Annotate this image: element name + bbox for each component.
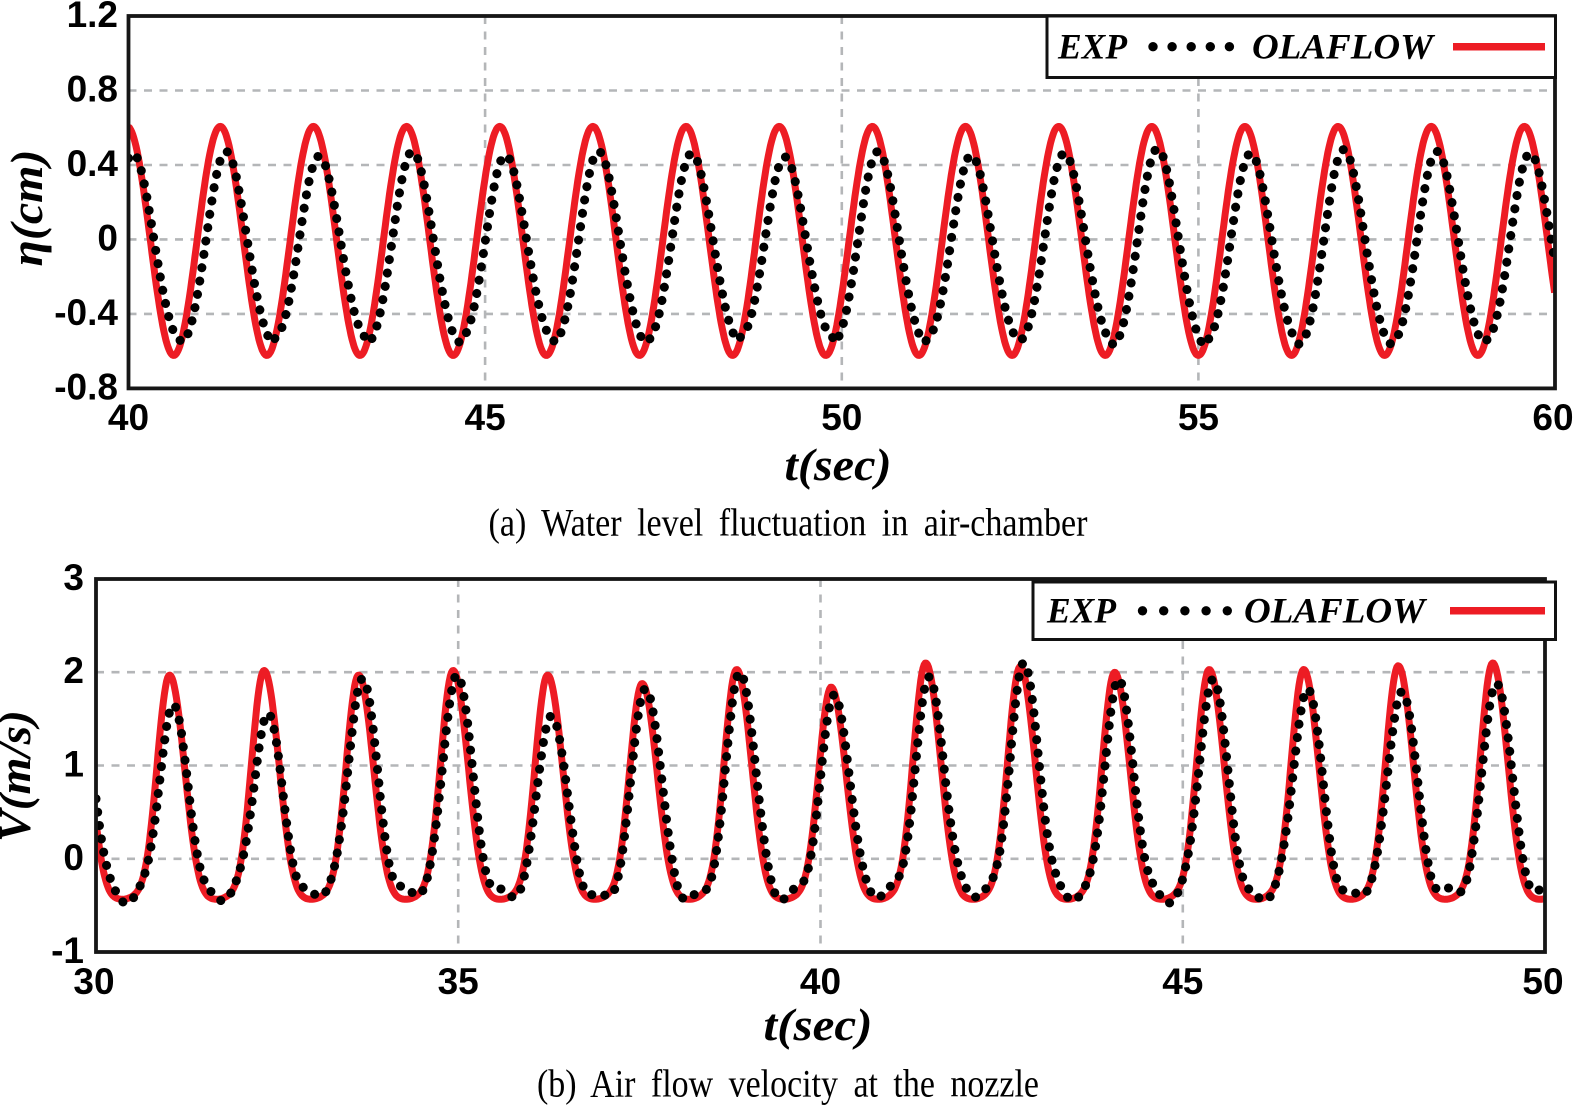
svg-text:40: 40	[108, 397, 149, 438]
svg-text:40: 40	[800, 961, 841, 1002]
svg-text:-0.8: -0.8	[54, 366, 118, 407]
svg-text:35: 35	[438, 961, 479, 1002]
svg-text:V(m/s): V(m/s)	[0, 710, 40, 842]
svg-text:-0.4: -0.4	[54, 292, 118, 333]
svg-text:1.2: 1.2	[67, 0, 118, 35]
svg-text:1: 1	[63, 744, 84, 785]
svg-text:0: 0	[63, 837, 84, 878]
svg-text:3: 3	[63, 557, 84, 598]
svg-text:30: 30	[73, 961, 114, 1002]
svg-text:EXP: EXP	[1057, 27, 1128, 67]
svg-text:45: 45	[465, 397, 506, 438]
svg-text:(a) Water level fluctuation in: (a) Water level fluctuation in air-chamb…	[489, 502, 1088, 545]
svg-text:50: 50	[1522, 961, 1563, 1002]
svg-text:OLAFLOW: OLAFLOW	[1252, 27, 1436, 67]
svg-text:0.4: 0.4	[67, 143, 119, 184]
svg-text:55: 55	[1178, 397, 1219, 438]
svg-text:0: 0	[97, 217, 118, 258]
svg-text:50: 50	[821, 397, 862, 438]
svg-text:-1: -1	[51, 930, 84, 971]
svg-text:η(cm): η(cm)	[2, 150, 52, 267]
svg-text:t(sec): t(sec)	[785, 440, 892, 490]
svg-text:OLAFLOW: OLAFLOW	[1244, 591, 1428, 631]
svg-text:2: 2	[63, 650, 84, 691]
svg-text:t(sec): t(sec)	[764, 1000, 873, 1050]
svg-text:EXP: EXP	[1046, 591, 1117, 631]
svg-text:(b) Air flow velocity at the n: (b) Air flow velocity at the nozzle	[537, 1063, 1039, 1106]
svg-text:60: 60	[1532, 397, 1573, 438]
svg-text:45: 45	[1162, 961, 1203, 1002]
svg-text:0.8: 0.8	[67, 69, 118, 110]
